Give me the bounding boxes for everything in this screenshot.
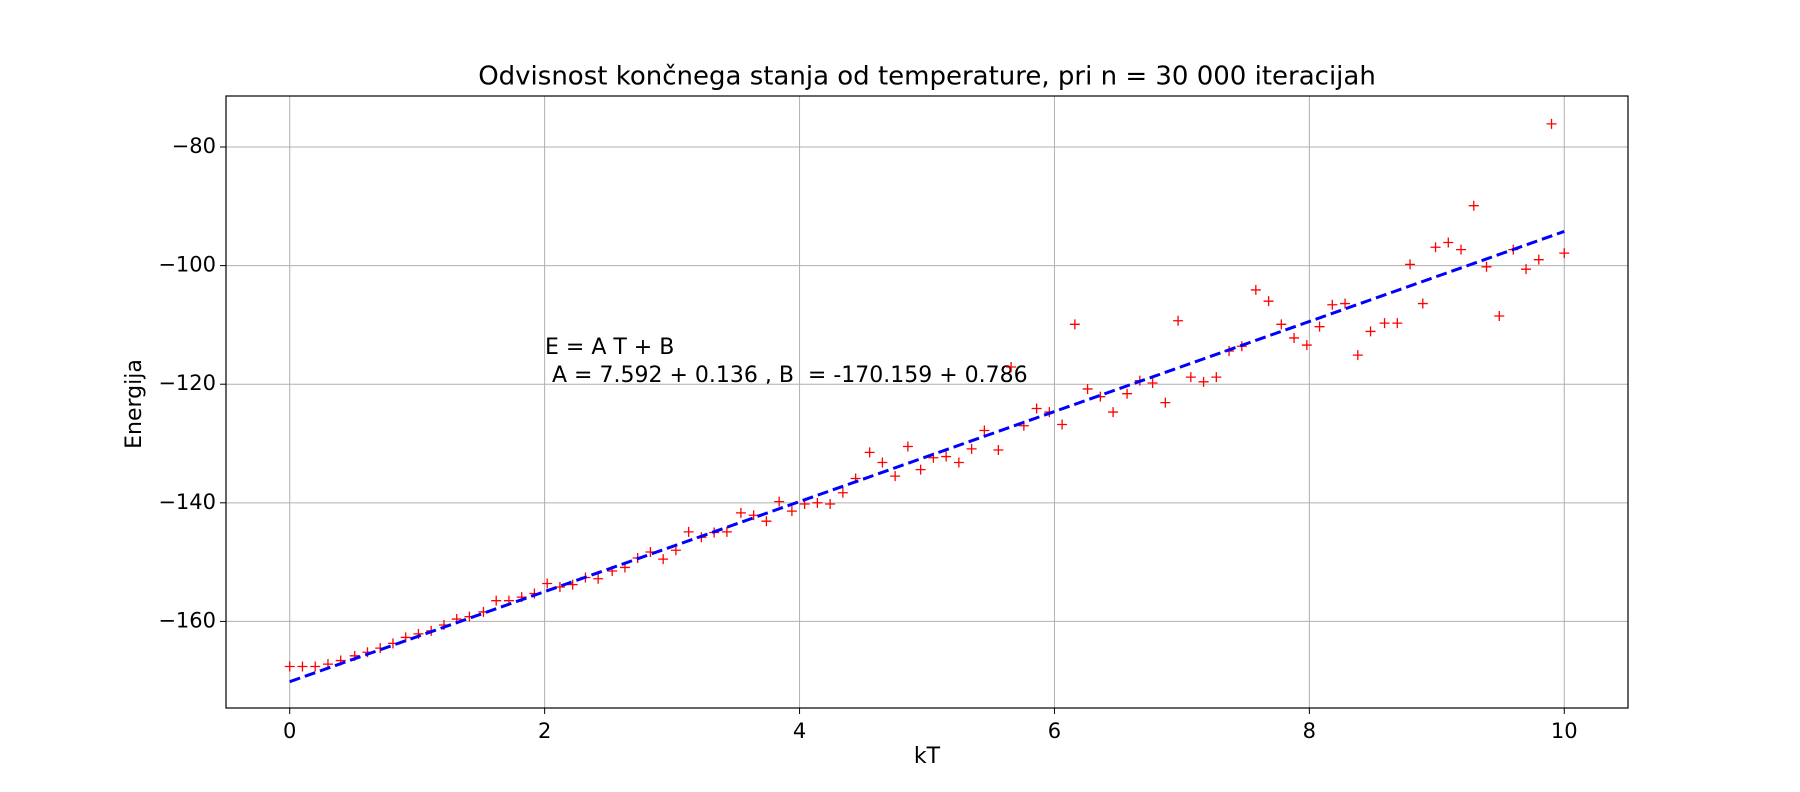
point [1173,315,1184,326]
point [542,578,553,589]
point [979,425,990,436]
point [1069,319,1080,330]
point [310,661,321,672]
point [1327,299,1338,310]
y-tick-label: −120 [158,371,216,395]
point [953,457,964,468]
y-tick-label: −140 [158,490,216,514]
x-tick-label: 2 [538,719,551,743]
x-tick-label: 6 [1048,719,1061,743]
x-axis-label: kT [914,744,941,769]
y-tick-label: −80 [172,134,216,158]
point [1185,372,1196,383]
point [297,661,308,672]
y-tick-label: −160 [158,608,216,632]
point [966,443,977,454]
point [1405,259,1416,270]
point [735,507,746,518]
point [658,554,669,565]
point [1340,298,1351,309]
point [1352,350,1363,361]
point [1430,242,1441,253]
point [837,487,848,498]
point [890,471,901,482]
point [941,451,952,462]
point [1057,419,1068,430]
point [1468,200,1479,211]
x-tick-label: 8 [1303,719,1316,743]
point [1082,383,1093,394]
point [1198,376,1209,387]
point [1546,118,1557,129]
point [1443,237,1454,248]
point [1533,254,1544,265]
point [786,506,797,517]
point [491,595,502,606]
point [1147,378,1158,389]
point [1289,332,1300,343]
point [1108,407,1119,418]
point [1122,388,1133,399]
point [683,526,694,537]
point [1211,372,1222,383]
point [812,497,823,508]
point [1160,397,1171,408]
plot-frame [225,95,1629,709]
point [670,545,681,556]
point [554,582,565,593]
x-tick-label: 4 [793,719,806,743]
point [761,516,772,527]
x-tick-label: 10 [1551,719,1578,743]
point [993,445,1004,456]
y-axis-label: Energija [122,359,147,449]
point [284,661,295,672]
point [774,496,785,507]
point [1481,261,1492,272]
point [915,464,926,475]
point [1456,244,1467,255]
point [1250,284,1261,295]
point [825,499,836,509]
x-tick-label: 0 [283,719,296,743]
point [1417,298,1428,309]
point [877,457,888,468]
point [1276,319,1287,330]
point [567,579,578,590]
point [1314,321,1325,332]
point [1379,318,1390,329]
point [1031,403,1042,414]
point [902,441,913,452]
point [1006,362,1017,373]
point [1365,326,1376,337]
point [1301,340,1312,351]
fit-line [289,230,1565,684]
annotation: E = A T + B [545,335,674,360]
point [1521,264,1532,275]
point [1494,311,1505,322]
y-tick-label: −100 [158,253,216,277]
point [1559,248,1570,259]
chart-title: Odvisnost končnega stanja od temperature… [478,62,1376,92]
point [593,573,604,584]
point [1263,296,1274,307]
point [864,447,875,458]
point [721,526,732,537]
point [1392,318,1403,329]
